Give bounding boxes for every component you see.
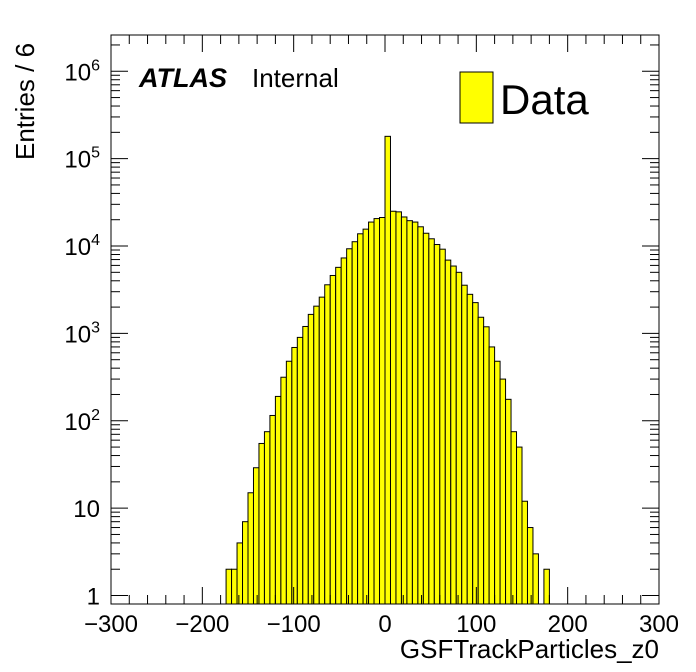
histogram-bar xyxy=(439,248,446,605)
histogram-bar xyxy=(379,217,386,605)
x-tick-label: −200 xyxy=(175,611,229,638)
legend-label: Data xyxy=(500,76,589,123)
histogram-bar xyxy=(269,414,276,605)
histogram-bar xyxy=(526,527,534,605)
histogram-bar xyxy=(521,500,528,605)
histogram-bar xyxy=(505,398,512,605)
histogram-bar xyxy=(324,284,331,605)
histogram-bar xyxy=(335,266,342,605)
histogram-bar xyxy=(461,284,468,605)
histogram-bar xyxy=(411,221,419,605)
histogram-bar xyxy=(357,233,364,605)
histogram-bar xyxy=(313,305,320,605)
histogram-bar xyxy=(406,220,413,605)
x-tick-label: 200 xyxy=(548,611,588,638)
histogram-bar xyxy=(472,302,479,605)
axis-ticks xyxy=(110,35,660,604)
histogram-bar xyxy=(543,568,550,605)
x-tick-label: 100 xyxy=(456,611,496,638)
histogram-bar xyxy=(433,244,441,605)
histogram-bar xyxy=(231,568,238,605)
y-axis-label: Entries / 6 xyxy=(10,43,40,160)
histogram-bar xyxy=(252,467,260,605)
y-tick-label: 1 xyxy=(87,584,100,611)
x-tick-label: −100 xyxy=(267,611,321,638)
histogram-bar xyxy=(263,431,271,605)
histogram-bar xyxy=(296,336,304,605)
legend-swatch xyxy=(459,71,494,124)
histogram-bar xyxy=(280,376,287,605)
histogram-bar xyxy=(488,346,496,605)
histogram-bar xyxy=(302,325,309,605)
histogram-bar xyxy=(291,346,298,605)
histogram-bar xyxy=(510,431,518,605)
atlas-label: ATLAS xyxy=(138,63,227,93)
histogram-bar xyxy=(450,265,457,605)
y-tick-labels: 1 10 102 103 104 105 106 xyxy=(64,57,100,610)
histogram-bar xyxy=(395,211,402,605)
histogram-bar xyxy=(285,360,293,605)
histogram-bar xyxy=(274,395,282,605)
histogram-bar xyxy=(444,259,452,605)
histogram-spike-bar xyxy=(384,135,391,605)
histogram-bar xyxy=(340,257,348,605)
histogram-bar xyxy=(455,271,463,605)
y-tick-label: 104 xyxy=(64,232,100,261)
y-tick-label: 106 xyxy=(64,57,100,86)
histogram-bar xyxy=(368,221,375,605)
histogram-bar xyxy=(477,316,485,605)
histogram-bar xyxy=(346,248,353,605)
x-tick-label: −300 xyxy=(84,611,138,638)
x-tick-label: 0 xyxy=(378,611,391,638)
histogram-bar xyxy=(483,326,490,605)
y-tick-label: 102 xyxy=(64,407,100,436)
x-axis-label: GSFTrackParticles_z0 xyxy=(400,634,659,664)
histogram-bar xyxy=(516,446,523,605)
histogram-bar xyxy=(532,553,539,605)
histogram-bar xyxy=(428,238,435,605)
x-tick-labels: −300 −200 −100 0 100 200 300 xyxy=(84,611,679,638)
y-tick-label: 103 xyxy=(64,319,100,348)
histogram-bar xyxy=(499,378,507,605)
histogram-bar xyxy=(389,210,397,605)
histogram-bar xyxy=(318,296,326,605)
histogram-bar xyxy=(373,218,381,605)
histogram-bar xyxy=(494,360,501,605)
histogram-bar xyxy=(307,313,315,605)
histogram-bar xyxy=(351,241,359,605)
internal-label: Internal xyxy=(252,63,339,93)
histogram-bar xyxy=(329,274,337,605)
histogram-bar xyxy=(417,226,424,605)
histogram-bar xyxy=(225,568,233,605)
histogram-bar xyxy=(242,521,249,605)
histogram-bar xyxy=(236,542,244,605)
histogram-bar xyxy=(362,228,370,605)
histogram-bar xyxy=(400,216,408,605)
histogram-bar xyxy=(258,442,265,605)
histogram-bar xyxy=(247,492,254,605)
y-tick-label: 10 xyxy=(73,496,100,523)
x-tick-label: 300 xyxy=(639,611,679,638)
y-tick-label: 105 xyxy=(64,145,100,174)
histogram-bar xyxy=(422,232,430,605)
histogram-bar xyxy=(466,293,474,605)
